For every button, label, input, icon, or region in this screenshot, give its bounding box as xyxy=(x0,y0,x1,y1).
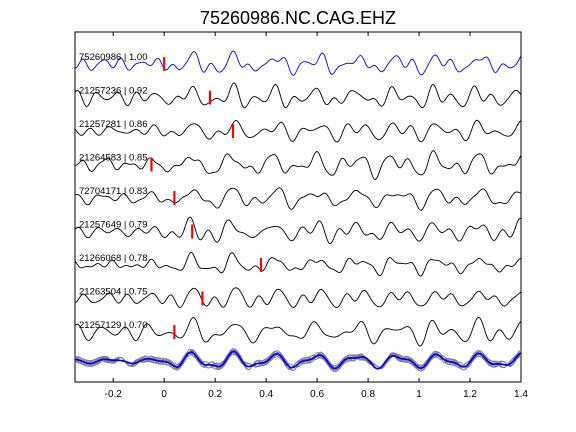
trace-line-21266068 xyxy=(74,251,522,277)
trace-line-72704171 xyxy=(74,187,522,211)
stack-trace-6 xyxy=(74,348,522,372)
x-tick-label: 0.2 xyxy=(208,389,222,400)
stack-reference-trace xyxy=(74,350,522,370)
traces-layer xyxy=(74,50,522,347)
x-tick-label: 0 xyxy=(161,389,167,400)
trace-label-21257649: 21257649 | 0.79 xyxy=(79,220,148,231)
trace-label-21264583: 21264583 | 0.85 xyxy=(79,153,148,164)
stack-layer xyxy=(74,348,522,372)
trace-label-75260986: 75260986 | 1.00 xyxy=(79,52,148,63)
trace-line-21257281 xyxy=(74,119,522,143)
x-tick-label: 1.2 xyxy=(463,389,477,400)
trace-label-21266068: 21266068 | 0.78 xyxy=(79,253,148,264)
x-tick-label: 1 xyxy=(416,389,422,400)
trace-label-72704171: 72704171 | 0.83 xyxy=(79,186,148,197)
trace-label-21263504: 21263504 | 0.75 xyxy=(79,287,148,298)
x-tick-label: 0.6 xyxy=(310,389,324,400)
x-tick-label: 1.4 xyxy=(514,389,528,400)
trace-line-21257649 xyxy=(74,216,522,245)
trace-label-21257129: 21257129 | 0.70 xyxy=(79,320,148,331)
x-tick-label: 0.4 xyxy=(259,389,273,400)
trace-line-75260986 xyxy=(74,50,522,76)
trace-line-21257129 xyxy=(74,316,522,347)
trace-label-21257281: 21257281 | 0.86 xyxy=(79,119,148,130)
trace-line-21263504 xyxy=(74,287,522,309)
x-tick-label: -0.2 xyxy=(105,389,123,400)
trace-label-21257236: 21257236 | 0.92 xyxy=(79,86,148,97)
trace-line-21264583 xyxy=(74,150,522,181)
labels-layer: 75260986 | 1.00 21257236 | 0.92 21257281 |… xyxy=(79,52,148,331)
plot-frame xyxy=(74,31,522,383)
x-axis: -0.2 0 0.2 0.4 0.6 0.8 1 1.2 1.4 xyxy=(105,32,528,400)
picks-layer xyxy=(150,57,263,339)
x-tick-label: 0.8 xyxy=(361,389,375,400)
trace-line-21257236 xyxy=(74,82,522,109)
chart-title: 75260986.NC.CAG.EHZ xyxy=(200,8,396,28)
